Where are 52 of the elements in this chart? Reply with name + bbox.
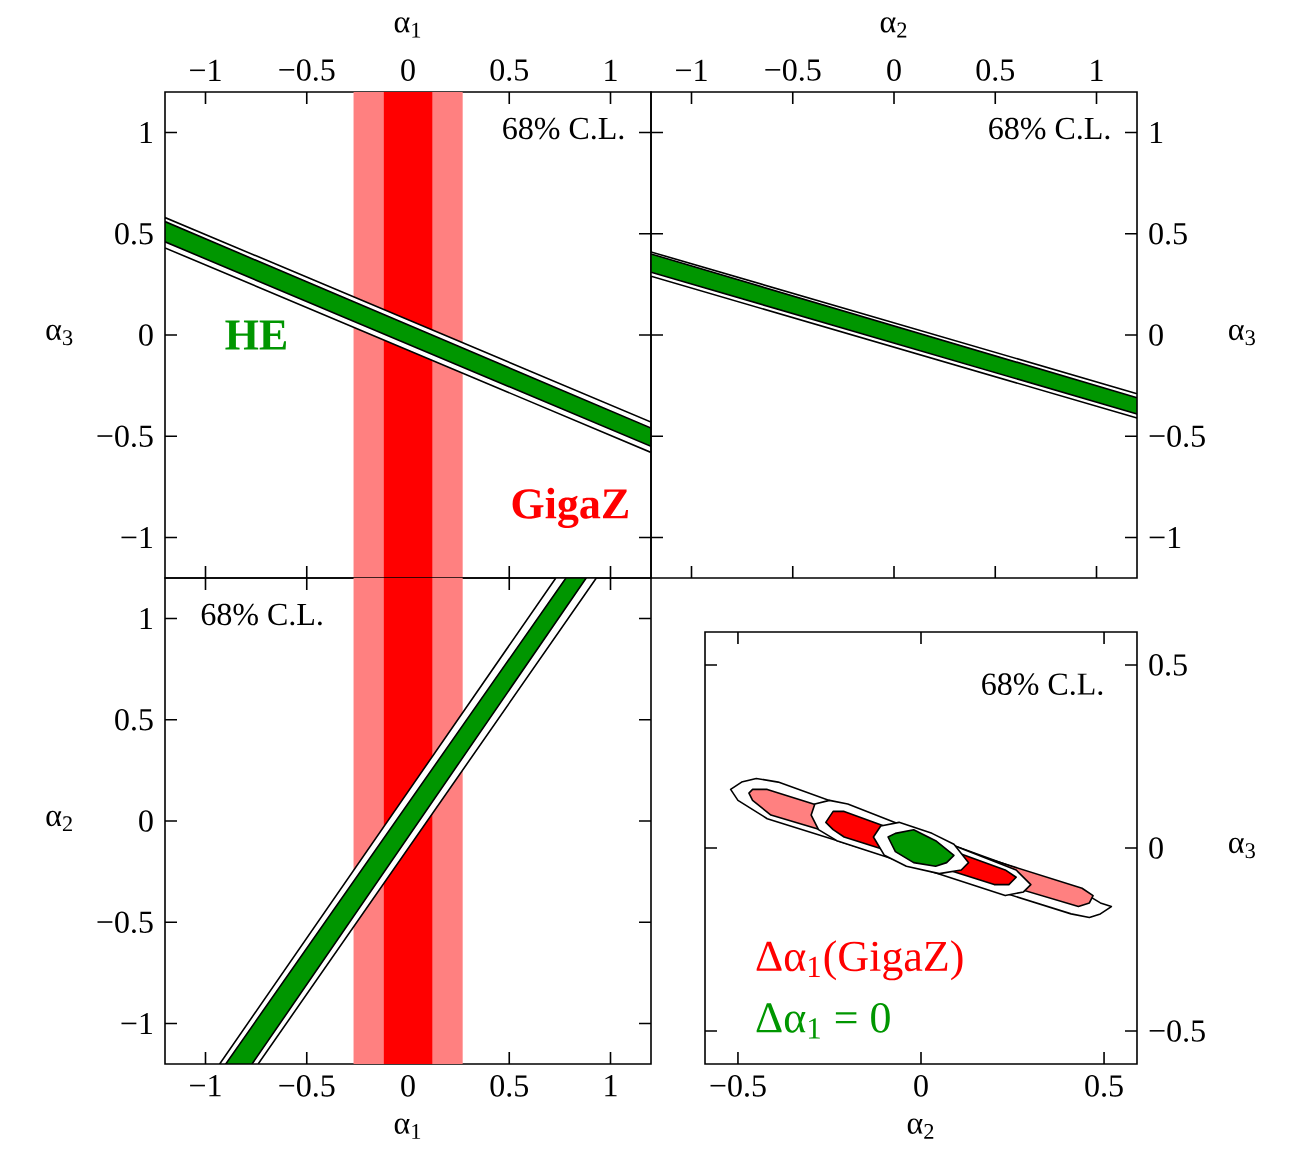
y-tick-label: −0.5: [97, 911, 153, 934]
y2-axis-title: α$_{3}$: [1229, 837, 1255, 859]
y2-tick-label: −0.5: [1149, 1020, 1205, 1042]
y2-tick-label: −0.5: [1149, 425, 1205, 448]
x-tick-label: −0.5: [710, 1075, 766, 1097]
x-tick-label: −0.5: [279, 1075, 335, 1097]
x-axis-title: α$_{1}$: [394, 17, 421, 38]
x-axis-title: α$_{2}$: [880, 17, 907, 38]
legend-label: Δα$_{1}$ = 0: [756, 1003, 890, 1039]
x-tick-label: 0: [401, 1075, 415, 1097]
x-tick-label: 1: [1091, 59, 1103, 81]
y-tick-label: −1: [121, 526, 153, 549]
series-label: HE: [225, 320, 286, 350]
y-tick-label: 0.5: [115, 708, 153, 731]
y2-axis-title: α$_{3}$: [1229, 324, 1255, 346]
y-tick-label: −1: [121, 1012, 153, 1035]
y2-tick-label: −1: [1149, 526, 1181, 549]
x-tick-label: 0: [914, 1075, 928, 1097]
y-tick-label: 0: [139, 324, 153, 346]
annotation: 68% C.L.: [982, 673, 1103, 696]
x-tick-label: −1: [190, 59, 221, 81]
y-tick-label: −0.5: [97, 425, 153, 448]
y-tick-label: 0.5: [115, 222, 153, 245]
x-tick-label: −1: [676, 59, 707, 81]
band-label: GigaZ: [512, 487, 629, 529]
y-tick-label: 1: [140, 121, 153, 144]
y-axis-title: α$_{2}$: [46, 810, 72, 832]
y-tick-label: 0: [139, 810, 153, 832]
x-tick-label: −0.5: [279, 59, 335, 81]
x-axis-title: α$_{2}$: [907, 1118, 934, 1139]
x-tick-label: 0.5: [490, 59, 528, 81]
x-tick-label: 0: [401, 59, 415, 81]
y2-tick-label: 1: [1150, 121, 1163, 144]
x-tick-label: 0.5: [1085, 1075, 1123, 1097]
x-tick-label: 1: [605, 1075, 617, 1097]
annotation: 68% C.L.: [989, 117, 1110, 140]
annotation: 68% C.L.: [201, 603, 322, 626]
x-tick-label: −0.5: [765, 59, 821, 81]
series-label: Δα$_{1}$(GigaZ): [756, 940, 963, 981]
y2-tick-label: 0.5: [1149, 222, 1187, 245]
x-tick-label: 0: [887, 59, 901, 81]
x-axis-title: α$_{1}$: [394, 1118, 421, 1139]
y-tick-label: 1: [140, 607, 153, 630]
x-tick-label: 0.5: [490, 1075, 528, 1097]
x-tick-label: −1: [190, 1075, 221, 1097]
x-tick-label: 1: [605, 59, 617, 81]
y2-tick-label: 0.5: [1149, 654, 1187, 676]
y2-tick-label: 0: [1149, 837, 1163, 859]
y-axis-title: α$_{3}$: [46, 324, 73, 346]
annotation: 68% C.L.: [503, 117, 624, 140]
y2-tick-label: 0: [1149, 324, 1163, 346]
x-tick-label: 0.5: [976, 59, 1014, 81]
